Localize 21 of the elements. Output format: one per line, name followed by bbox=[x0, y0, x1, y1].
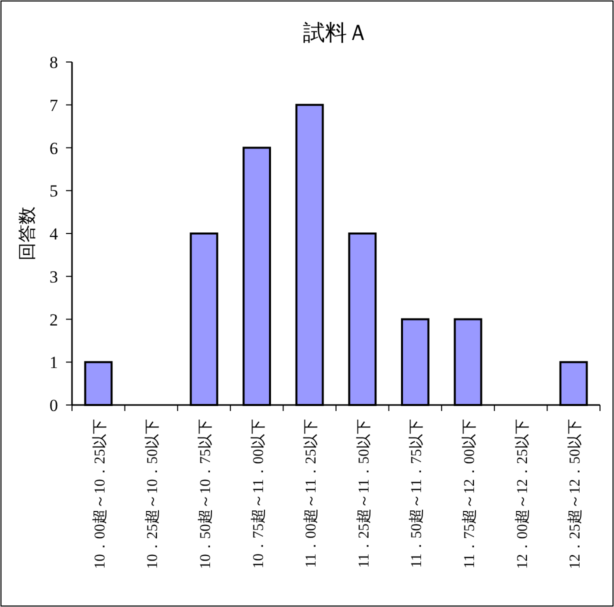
y-tick-label: 0 bbox=[50, 396, 58, 415]
y-tick-label: 5 bbox=[50, 182, 58, 201]
x-tick-label: 12．25超～12．50以下 bbox=[566, 419, 584, 569]
x-tick-label: 10．75超～11．00以下 bbox=[250, 419, 267, 568]
y-tick-label: 7 bbox=[50, 96, 58, 115]
ylabel: 回答数 bbox=[17, 206, 37, 260]
x-tick-label: 11．00超～11．25以下 bbox=[302, 419, 320, 568]
y-tick-label: 6 bbox=[50, 138, 58, 158]
x-tick-label: 10．25超～10．50以下 bbox=[144, 419, 162, 569]
x-tick-label: 11．50超～11．75以下 bbox=[408, 419, 426, 568]
title: 試料Ａ bbox=[303, 20, 369, 45]
y-tick-label: 3 bbox=[50, 267, 58, 286]
y-tick-label: 4 bbox=[50, 224, 58, 244]
x-tick-label: 11．75超～12．00以下 bbox=[461, 419, 478, 568]
y-tick-label: 8 bbox=[50, 53, 58, 72]
y-tick-label: 2 bbox=[50, 310, 58, 330]
x-tick-label: 11．25超～11．50以下 bbox=[355, 419, 372, 568]
y-tick-label: 1 bbox=[50, 353, 58, 372]
x-tick-label: 10．00超～10．25以下 bbox=[91, 419, 108, 569]
x-tick-label: 10．50超～10．75以下 bbox=[197, 419, 214, 569]
x-tick-label: 12．00超～12．25以下 bbox=[514, 419, 531, 569]
